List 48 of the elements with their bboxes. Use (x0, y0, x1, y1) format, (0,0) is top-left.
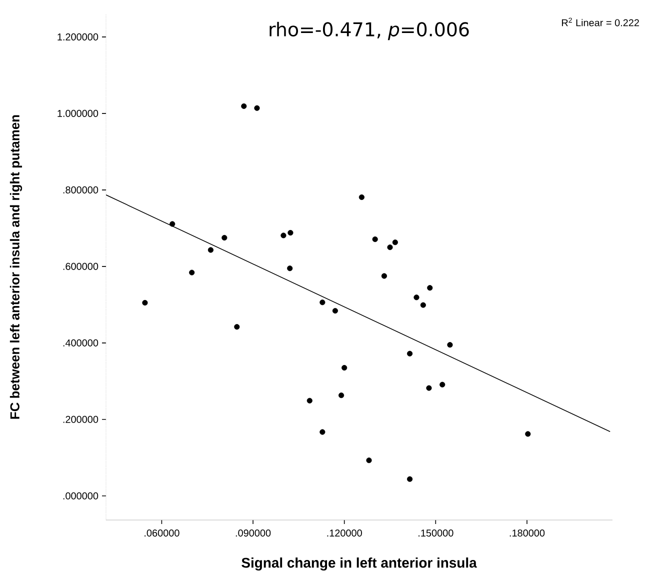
point (406, 350, 413, 356)
point (366, 458, 372, 464)
point (142, 300, 148, 306)
point (306, 398, 312, 404)
point (234, 324, 240, 330)
point (338, 392, 344, 398)
point (372, 236, 378, 242)
y-tick-label: .600000 (63, 262, 98, 270)
x-tick-label: .180000 (510, 530, 545, 537)
point (387, 244, 393, 250)
point (342, 364, 348, 371)
point (189, 270, 195, 276)
annotation: R$^{2}$ Linear = 0.222 (562, 18, 639, 26)
y-tick-label: 1.000000 (58, 110, 98, 117)
y-tick-label: .200000 (63, 416, 98, 423)
point (332, 308, 338, 314)
point (406, 476, 413, 482)
point (426, 385, 432, 391)
point (280, 232, 286, 238)
y-tick-label: .800000 (63, 186, 98, 194)
point (287, 266, 293, 272)
point (381, 273, 388, 279)
point (358, 194, 364, 200)
point (208, 247, 214, 253)
chart-title: rho=-0.471, p=0.006 (270, 22, 469, 40)
y-tick-label: 1.200000 (58, 33, 98, 40)
x-tick-label: .150000 (418, 530, 454, 537)
point (170, 221, 176, 227)
point (254, 105, 260, 111)
y-tick-label: .400000 (63, 339, 98, 346)
x-tick-label: .060000 (144, 530, 180, 537)
x-axis-title: Signal change in left anterior insula (242, 557, 477, 571)
point (440, 382, 446, 388)
point (427, 285, 433, 291)
point (392, 240, 398, 246)
point (420, 302, 426, 308)
point (320, 429, 326, 435)
point (241, 103, 247, 109)
y-axis-title: FC between left anterior insula and right putamen (10, 115, 22, 419)
point (447, 342, 453, 348)
x-tick-label: .120000 (327, 530, 362, 537)
point (414, 294, 420, 300)
y-tick-label: .000000 (63, 492, 98, 500)
point (288, 230, 294, 236)
point (525, 431, 531, 437)
point (222, 234, 228, 241)
x-tick-label: .090000 (236, 530, 271, 537)
point (320, 300, 326, 306)
